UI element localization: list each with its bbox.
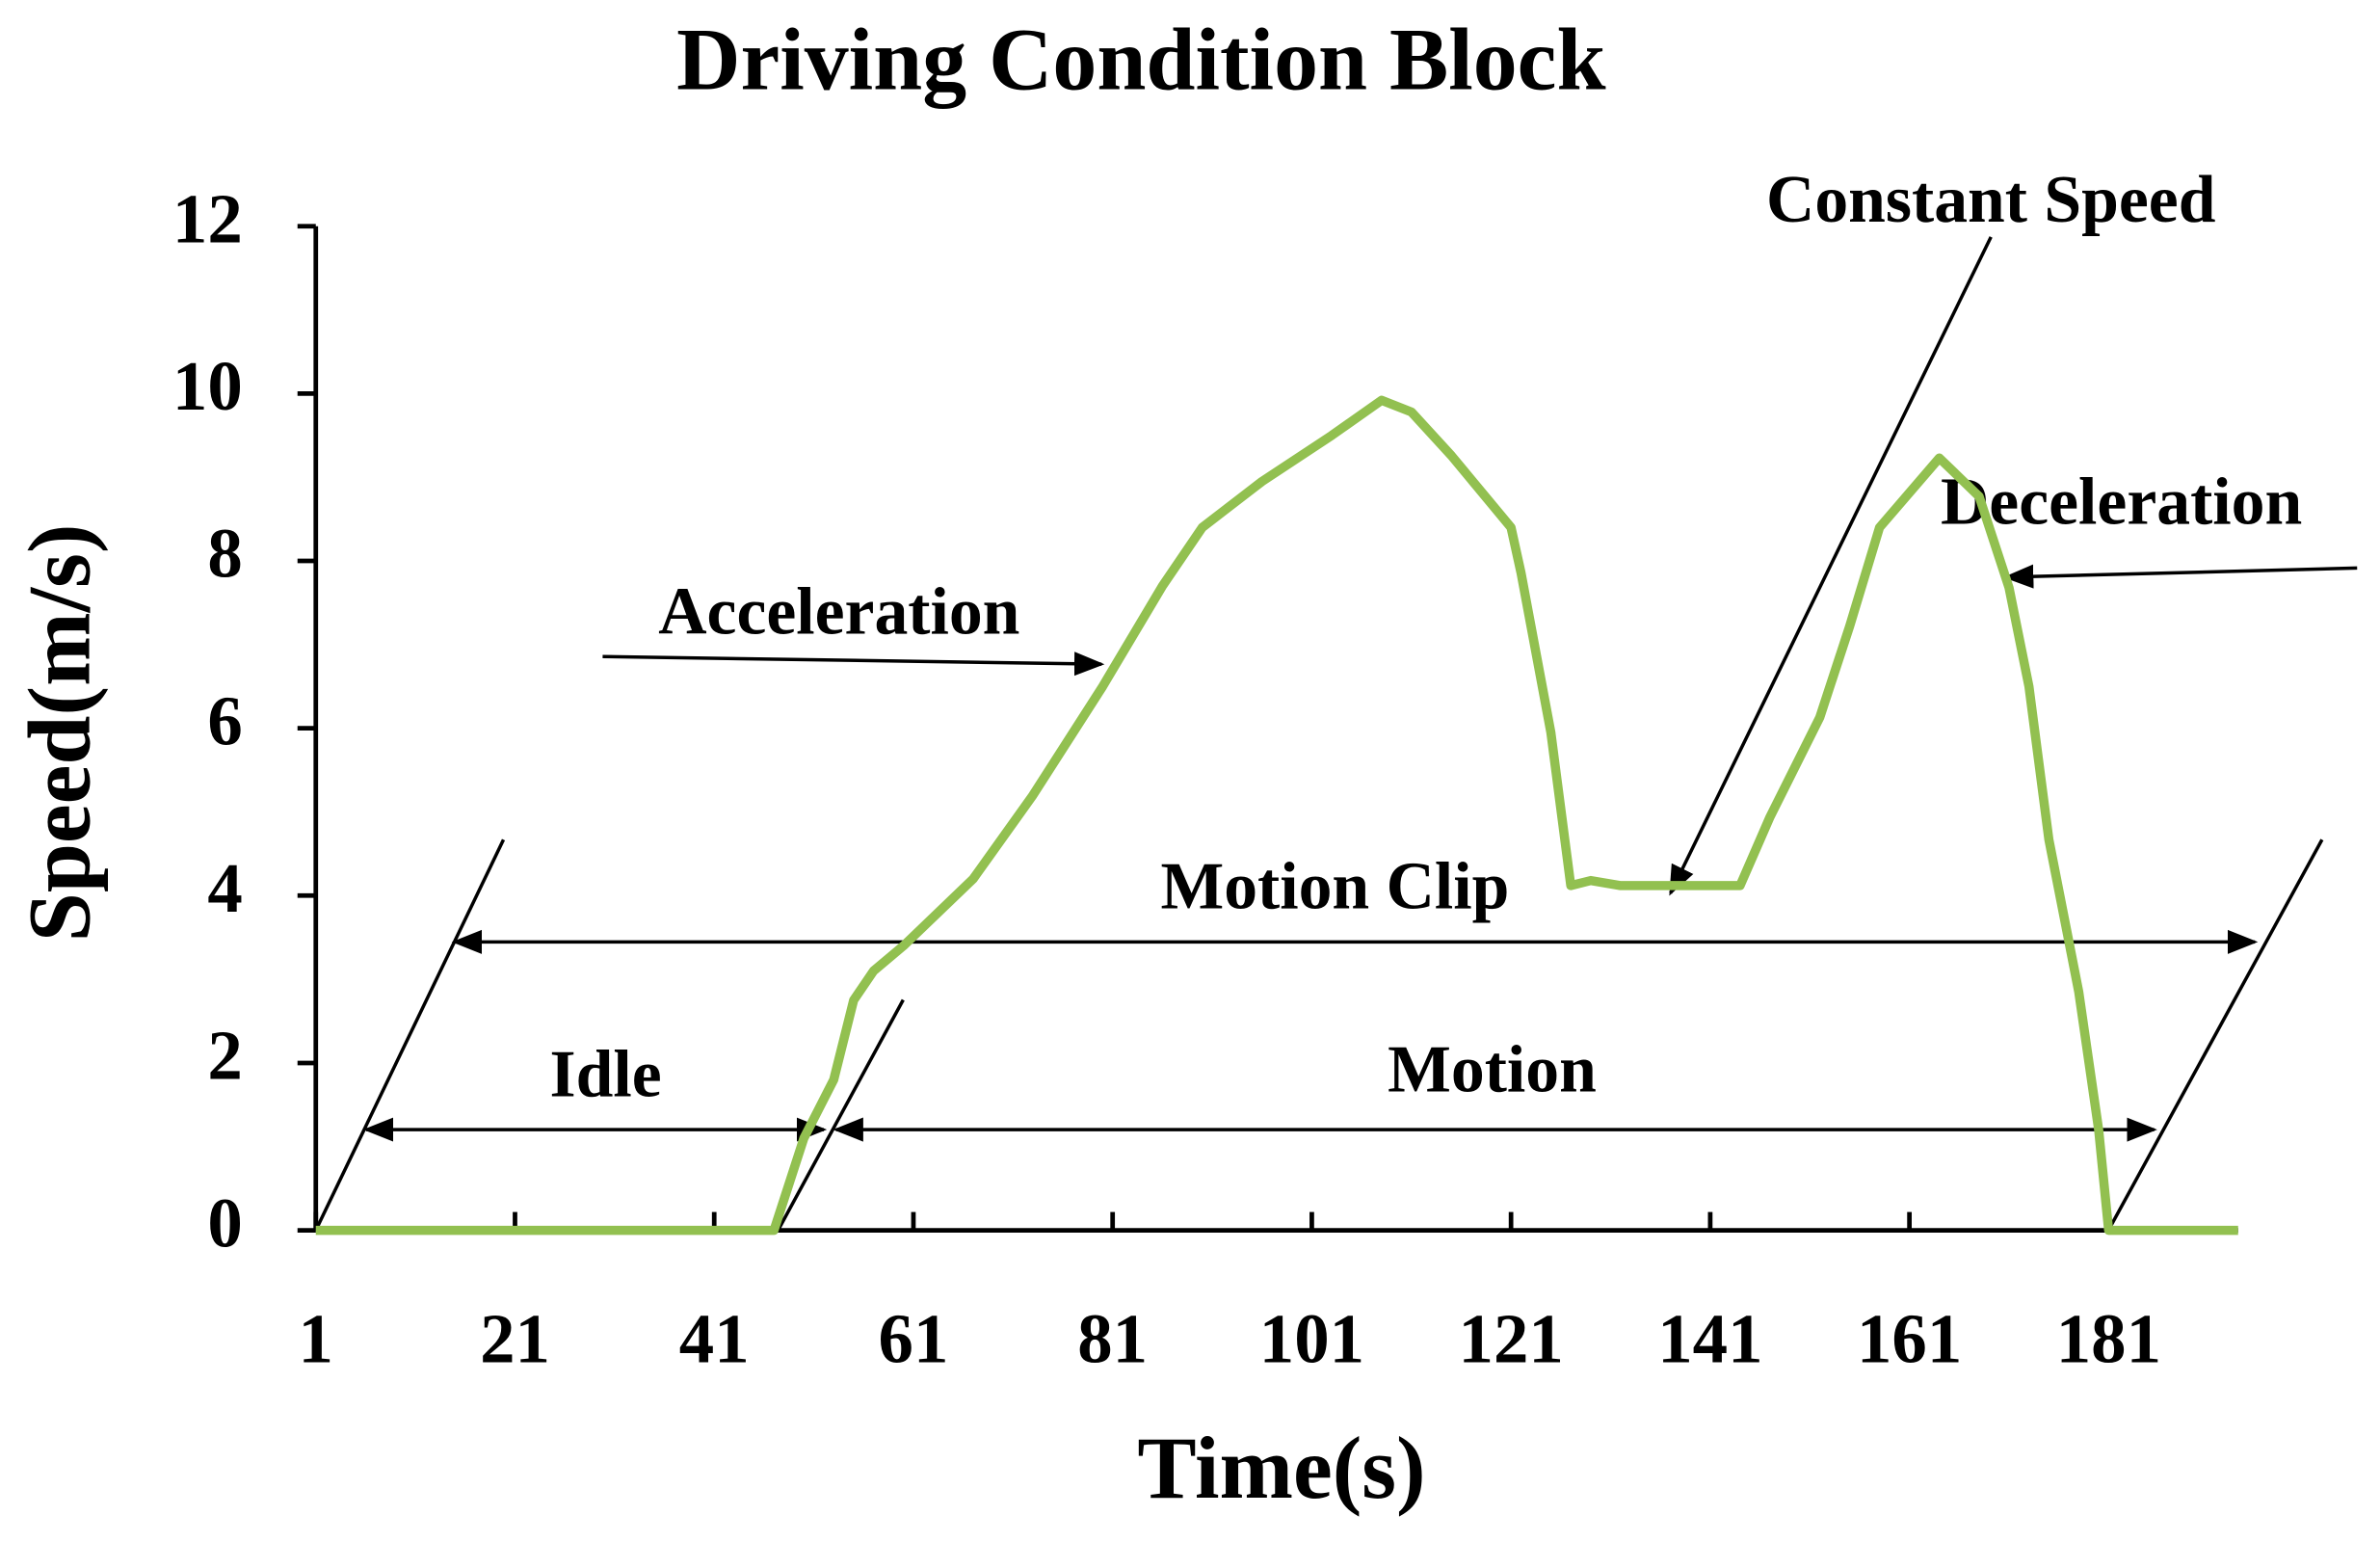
y-tick-label: 4 xyxy=(207,849,242,927)
annotation: Deceleration xyxy=(1941,465,2302,540)
boundary-line xyxy=(314,838,506,1232)
x-tick-label: 161 xyxy=(1857,1300,1962,1378)
annotation: Idle xyxy=(550,1037,662,1111)
x-tick-label: 121 xyxy=(1459,1300,1564,1378)
arrow xyxy=(602,651,1105,677)
speed-line xyxy=(315,395,2238,1236)
y-tick-label: 2 xyxy=(207,1017,242,1095)
arrow xyxy=(1669,236,1993,896)
x-tick-label: 101 xyxy=(1259,1300,1364,1378)
arrow xyxy=(2002,564,2358,589)
x-tick-label: 21 xyxy=(480,1300,550,1378)
annotation: Motion xyxy=(1388,1033,1597,1107)
chart-title: Driving Condition Block xyxy=(676,11,1605,109)
x-axis-label: Time(s) xyxy=(1137,1419,1425,1517)
y-tick-label: 10 xyxy=(172,347,243,425)
annotation: Motion Clip xyxy=(1160,850,1509,924)
boundary-line xyxy=(2106,838,2324,1232)
annotations: Acceleration Constant Speed Deceleration… xyxy=(314,163,2358,1232)
x-tick-label: 61 xyxy=(879,1300,949,1378)
x-tick-label: 1 xyxy=(299,1300,333,1378)
y-tick-label: 0 xyxy=(207,1183,242,1262)
y-tick-label: 6 xyxy=(207,681,242,759)
y-tick-label: 12 xyxy=(172,179,243,257)
annotation: Constant Speed xyxy=(1766,163,2215,237)
x-tick-label: 81 xyxy=(1077,1300,1148,1378)
x-tick-label: 181 xyxy=(2056,1300,2161,1378)
x-tick-label: 41 xyxy=(679,1300,750,1378)
y-axis-label: Speed(m/s) xyxy=(10,524,108,943)
annotation: Acceleration xyxy=(658,575,1019,650)
y-tick-label: 8 xyxy=(207,515,242,593)
boundary-line xyxy=(776,998,905,1232)
x-tick-label: 141 xyxy=(1657,1300,1762,1378)
